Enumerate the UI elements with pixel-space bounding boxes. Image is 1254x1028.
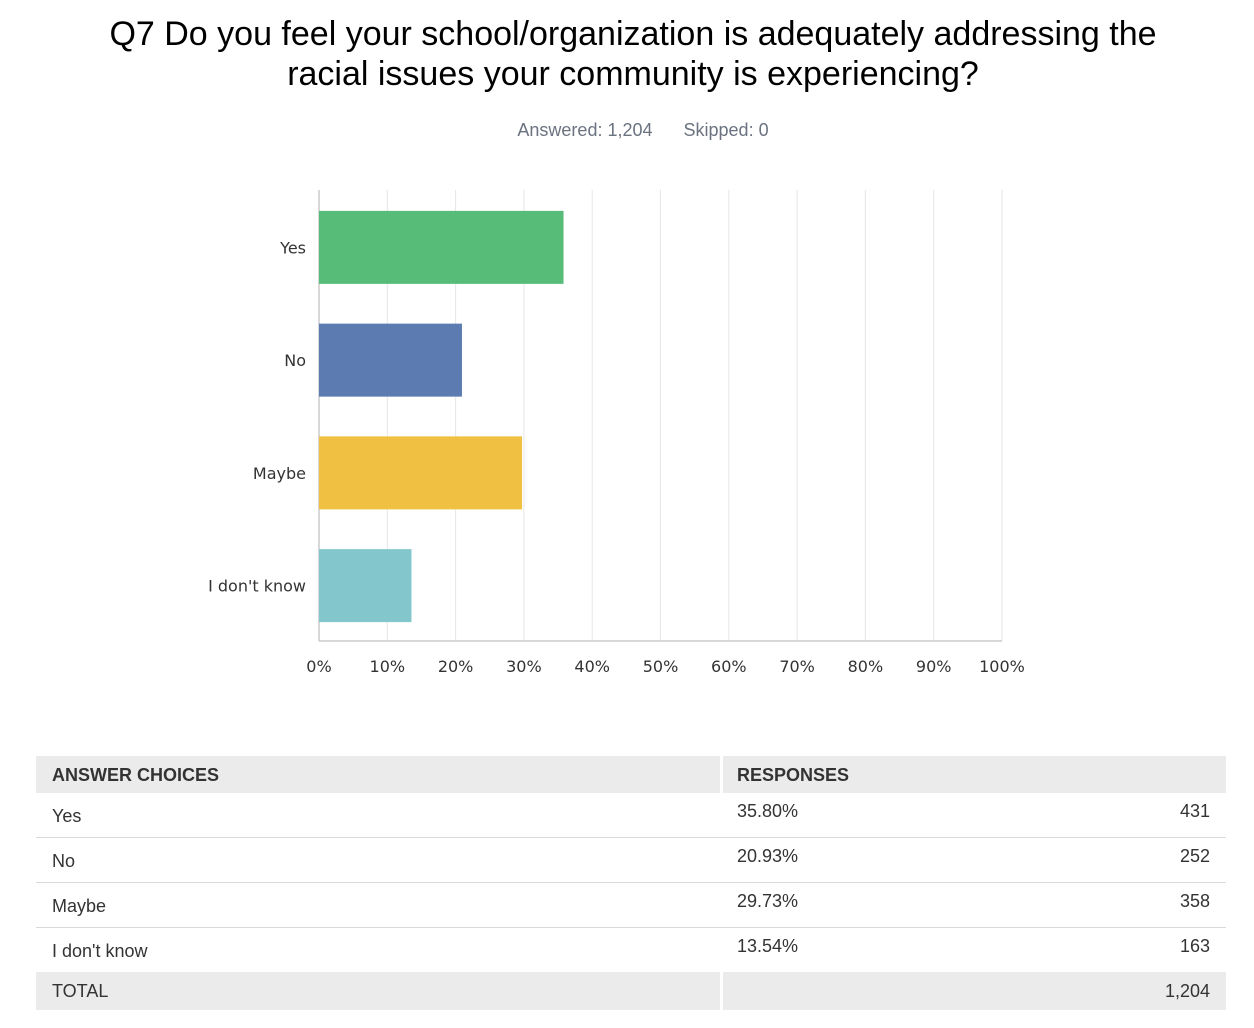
- x-tick-label: 90%: [916, 657, 952, 676]
- x-tick-label: 100%: [979, 657, 1025, 676]
- column-divider: [720, 928, 723, 972]
- row-choice: No: [52, 851, 76, 871]
- column-divider: [720, 972, 723, 1010]
- x-tick-label: 70%: [779, 657, 815, 676]
- x-tick-label: 80%: [848, 657, 884, 676]
- total-count: 1,204: [1164, 981, 1210, 1001]
- row-percent: 29.73%: [737, 891, 799, 911]
- column-divider: [720, 793, 723, 837]
- row-count: 358: [1179, 891, 1210, 911]
- column-divider: [720, 883, 723, 927]
- row-count: 163: [1179, 936, 1210, 956]
- category-label: No: [284, 351, 306, 370]
- x-tick-label: 0%: [306, 657, 331, 676]
- x-tick-label: 20%: [438, 657, 474, 676]
- row-percent: 35.80%: [737, 801, 799, 821]
- bar: [319, 549, 412, 623]
- category-label: Yes: [279, 238, 306, 257]
- x-tick-label: 40%: [574, 657, 610, 676]
- x-tick-label: 30%: [506, 657, 542, 676]
- row-count: 252: [1179, 846, 1210, 866]
- answered-count: Answered: 1,204: [517, 120, 653, 140]
- table-total-row: TOTAL 1,204: [36, 972, 1226, 1010]
- title-line-1: Q7 Do you feel your school/organization …: [109, 15, 1157, 53]
- row-choice: I don't know: [52, 941, 148, 961]
- bar: [319, 436, 523, 510]
- table-row: Yes 35.80% 431: [36, 793, 1226, 838]
- total-label: TOTAL: [52, 981, 109, 1001]
- answer-choices-header: ANSWER CHOICES: [52, 765, 220, 785]
- category-label: I don't know: [208, 577, 306, 596]
- column-divider: [720, 838, 723, 882]
- x-tick-label: 10%: [370, 657, 406, 676]
- row-percent: 13.54%: [737, 936, 799, 956]
- row-choice: Yes: [52, 806, 82, 826]
- bar-chart: 0% 10% 20% 30% 40% 50% 60% 70% 80% 90% 100% Yes No Ma…: [208, 190, 1025, 676]
- table-row: Maybe 29.73% 358: [36, 883, 1226, 928]
- response-stats: Answered: 1,204 Skipped: 0: [0, 120, 1254, 141]
- row-count: 431: [1179, 801, 1210, 821]
- skipped-count: Skipped: 0: [683, 120, 769, 140]
- column-divider: [720, 756, 723, 793]
- responses-table: ANSWER CHOICES RESPONSES Yes 35.80% 431 …: [36, 756, 1226, 1010]
- table-row: I don't know 13.54% 163: [36, 928, 1226, 972]
- row-percent: 20.93%: [737, 846, 799, 866]
- title-line-2: racial issues your community is experien…: [287, 55, 979, 93]
- responses-header: RESPONSES: [737, 765, 850, 785]
- table-header-row: ANSWER CHOICES RESPONSES: [36, 756, 1226, 793]
- bar: [319, 210, 564, 284]
- chart-title: Q7 Do you feel your school/organization …: [40, 14, 1226, 94]
- category-label: Maybe: [253, 464, 306, 483]
- x-tick-label: 50%: [643, 657, 679, 676]
- x-tick-label: 60%: [711, 657, 747, 676]
- row-choice: Maybe: [52, 896, 107, 916]
- table-row: No 20.93% 252: [36, 838, 1226, 883]
- bar: [319, 323, 462, 397]
